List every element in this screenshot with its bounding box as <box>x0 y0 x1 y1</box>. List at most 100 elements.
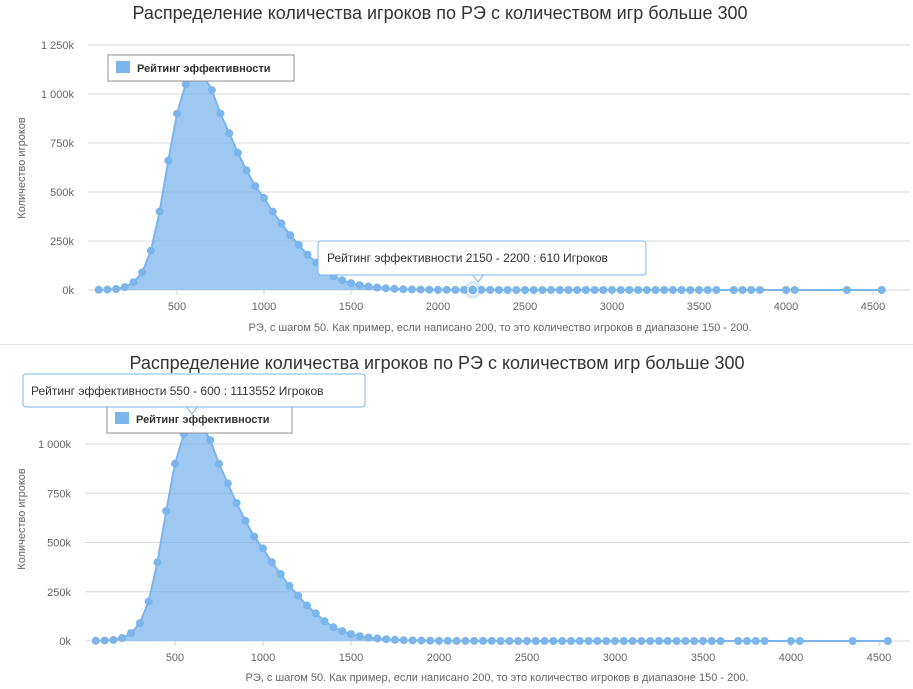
data-point[interactable] <box>153 558 162 567</box>
data-point[interactable] <box>512 286 521 294</box>
data-point[interactable] <box>303 601 311 610</box>
data-point[interactable] <box>381 284 390 293</box>
data-point[interactable] <box>364 282 373 291</box>
data-point[interactable] <box>584 637 593 645</box>
data-point[interactable] <box>320 617 329 626</box>
data-point[interactable] <box>547 286 556 294</box>
data-point[interactable] <box>555 286 564 294</box>
data-point[interactable] <box>747 286 756 294</box>
data-point[interactable] <box>564 286 573 294</box>
data-point[interactable] <box>435 636 443 645</box>
data-point[interactable] <box>135 619 144 628</box>
data-point[interactable] <box>138 268 147 277</box>
data-point[interactable] <box>593 637 602 645</box>
data-point[interactable] <box>399 636 408 645</box>
data-point[interactable] <box>129 278 138 287</box>
data-point[interactable] <box>642 286 651 294</box>
data-point[interactable] <box>538 286 547 294</box>
data-point[interactable] <box>590 286 599 294</box>
data-point[interactable] <box>94 285 103 294</box>
data-point[interactable] <box>628 637 637 645</box>
data-point[interactable] <box>611 637 619 645</box>
data-point[interactable] <box>250 532 259 541</box>
data-point[interactable] <box>451 285 460 294</box>
data-point[interactable] <box>425 285 434 294</box>
data-point[interactable] <box>206 436 215 445</box>
data-point[interactable] <box>470 636 479 645</box>
data-point[interactable] <box>127 629 135 638</box>
data-point[interactable] <box>373 634 382 643</box>
data-point[interactable] <box>529 286 538 294</box>
data-point[interactable] <box>782 286 790 294</box>
data-point[interactable] <box>690 637 699 645</box>
data-point[interactable] <box>716 637 725 645</box>
data-point[interactable] <box>223 479 232 488</box>
data-point[interactable] <box>790 286 799 294</box>
data-point[interactable] <box>286 231 295 240</box>
data-point[interactable] <box>479 636 487 645</box>
data-point[interactable] <box>755 286 764 294</box>
data-point[interactable] <box>883 637 892 645</box>
data-point[interactable] <box>285 581 294 590</box>
data-point[interactable] <box>407 285 416 294</box>
data-point[interactable] <box>634 286 643 294</box>
data-point[interactable] <box>738 286 747 294</box>
data-point[interactable] <box>338 276 347 285</box>
data-point[interactable] <box>743 637 751 645</box>
data-point[interactable] <box>109 636 118 644</box>
data-point[interactable] <box>477 285 486 294</box>
data-point[interactable] <box>734 637 743 645</box>
data-point[interactable] <box>503 286 512 294</box>
data-point[interactable] <box>496 637 505 645</box>
data-point[interactable] <box>268 207 277 216</box>
data-point[interactable] <box>707 637 716 645</box>
data-point[interactable] <box>347 630 355 639</box>
data-point[interactable] <box>703 286 712 294</box>
data-point[interactable] <box>729 286 738 294</box>
data-point[interactable] <box>303 250 312 259</box>
data-point[interactable] <box>364 633 373 642</box>
data-point[interactable] <box>146 246 155 255</box>
data-point[interactable] <box>225 129 234 138</box>
data-point[interactable] <box>144 597 153 606</box>
data-point[interactable] <box>173 109 181 118</box>
data-point[interactable] <box>616 286 625 294</box>
data-point[interactable] <box>267 558 276 567</box>
hovered-point[interactable] <box>467 284 479 296</box>
data-point[interactable] <box>259 544 267 553</box>
data-point[interactable] <box>164 156 173 165</box>
data-point[interactable] <box>787 637 795 645</box>
data-point[interactable] <box>487 636 496 645</box>
data-point[interactable] <box>686 286 695 294</box>
data-point[interactable] <box>382 635 391 644</box>
data-point[interactable] <box>663 637 672 645</box>
data-point[interactable] <box>416 285 425 294</box>
data-point[interactable] <box>181 80 190 89</box>
data-point[interactable] <box>505 637 514 645</box>
data-point[interactable] <box>408 636 417 645</box>
data-point[interactable] <box>100 636 109 645</box>
data-point[interactable] <box>625 286 634 294</box>
data-point[interactable] <box>329 623 338 632</box>
data-point[interactable] <box>795 637 804 645</box>
data-point[interactable] <box>162 507 171 515</box>
data-point[interactable] <box>567 637 575 645</box>
data-point[interactable] <box>355 632 364 641</box>
data-point[interactable] <box>575 637 584 645</box>
data-point[interactable] <box>712 286 721 294</box>
data-point[interactable] <box>338 627 347 636</box>
data-point[interactable] <box>523 637 531 645</box>
data-point[interactable] <box>215 459 223 468</box>
data-point[interactable] <box>461 636 470 645</box>
data-point[interactable] <box>91 636 100 645</box>
data-point[interactable] <box>540 637 549 645</box>
data-point[interactable] <box>514 637 523 645</box>
data-point[interactable] <box>660 286 669 294</box>
data-point[interactable] <box>373 283 382 292</box>
data-point[interactable] <box>877 286 886 294</box>
data-point[interactable] <box>681 637 690 645</box>
data-point[interactable] <box>531 637 540 645</box>
data-point[interactable] <box>426 636 435 645</box>
data-point[interactable] <box>232 499 241 508</box>
data-point[interactable] <box>494 286 503 294</box>
